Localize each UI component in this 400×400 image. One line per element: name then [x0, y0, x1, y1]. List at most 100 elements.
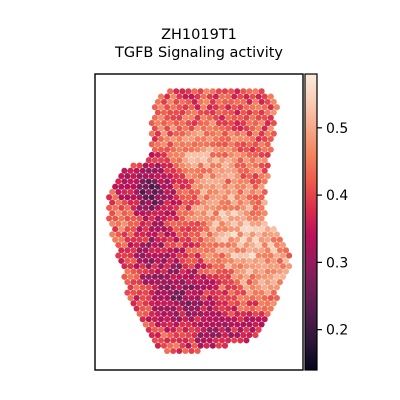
spot	[197, 88, 204, 95]
spot	[246, 141, 253, 148]
spot	[191, 226, 198, 233]
spot	[258, 151, 265, 158]
spot	[234, 120, 241, 127]
spot	[139, 284, 146, 291]
spot	[209, 183, 216, 190]
spot	[151, 157, 158, 164]
spot	[255, 305, 262, 312]
spot	[255, 157, 262, 164]
spot	[142, 289, 149, 296]
spot	[194, 273, 201, 280]
spot	[170, 93, 177, 100]
spot	[145, 220, 152, 227]
spot	[188, 337, 195, 344]
spot	[148, 151, 155, 158]
spot	[139, 252, 146, 259]
spot	[148, 204, 155, 211]
spot	[243, 252, 250, 259]
spot	[167, 226, 174, 233]
spot	[148, 226, 155, 233]
spot	[234, 226, 241, 233]
spot	[270, 268, 277, 275]
spot	[151, 167, 158, 174]
spot	[249, 294, 256, 302]
spot	[273, 284, 280, 291]
spot	[215, 321, 222, 328]
spot	[191, 162, 198, 169]
spot	[267, 263, 274, 270]
colorbar: 0.2 0.3 0.4 0.5	[304, 73, 348, 371]
spot	[243, 104, 250, 111]
spot	[209, 194, 216, 201]
spot	[124, 279, 131, 286]
spot	[145, 316, 152, 323]
spot	[124, 173, 131, 180]
spot	[258, 141, 265, 148]
spot	[154, 194, 161, 201]
spot	[237, 146, 244, 153]
spot	[179, 289, 186, 296]
spot	[145, 157, 152, 164]
spot	[240, 162, 247, 169]
spot	[249, 220, 256, 227]
spot	[237, 263, 244, 270]
spot	[221, 194, 229, 201]
spot	[194, 347, 201, 355]
spot	[167, 120, 174, 127]
spot	[240, 151, 247, 158]
spot	[246, 332, 253, 339]
spot	[127, 263, 134, 270]
spot	[264, 120, 271, 127]
spot	[234, 204, 241, 211]
spot	[176, 252, 183, 259]
spot	[157, 273, 165, 280]
spot	[246, 279, 253, 286]
spot	[252, 141, 259, 148]
spot	[194, 199, 201, 206]
spot	[197, 98, 204, 105]
spot	[206, 294, 213, 302]
colorbar-tick-label: 0.5	[326, 121, 348, 137]
spot	[246, 151, 253, 158]
spot	[194, 188, 201, 196]
spot	[188, 273, 195, 280]
spot	[164, 252, 171, 259]
spot	[218, 263, 226, 270]
spot	[212, 146, 219, 153]
plot-frame	[94, 73, 304, 371]
spot	[228, 268, 235, 275]
spot	[164, 220, 171, 227]
spot	[267, 135, 274, 143]
spot	[282, 247, 290, 254]
spot	[173, 342, 180, 349]
spot	[203, 310, 210, 317]
spot	[215, 141, 222, 148]
spot	[139, 178, 146, 185]
spot	[173, 226, 180, 233]
spot	[225, 273, 232, 280]
spot	[203, 98, 210, 105]
spot	[179, 215, 186, 222]
spot	[243, 146, 250, 153]
spot	[237, 326, 244, 333]
spot	[112, 215, 119, 222]
spot	[182, 241, 189, 249]
spot	[127, 284, 134, 291]
spot	[249, 188, 256, 196]
spot	[258, 183, 265, 190]
spot	[142, 310, 149, 317]
spot	[124, 215, 131, 222]
spot	[160, 130, 168, 137]
spot	[206, 135, 213, 143]
spot	[182, 263, 189, 270]
spot	[148, 194, 155, 201]
spot	[148, 141, 155, 148]
spot	[188, 157, 195, 164]
spot	[109, 199, 116, 206]
spot	[209, 268, 216, 275]
spot	[273, 104, 280, 111]
spot	[167, 183, 174, 190]
spot	[182, 252, 189, 259]
spot	[218, 135, 226, 143]
spot	[191, 247, 198, 254]
